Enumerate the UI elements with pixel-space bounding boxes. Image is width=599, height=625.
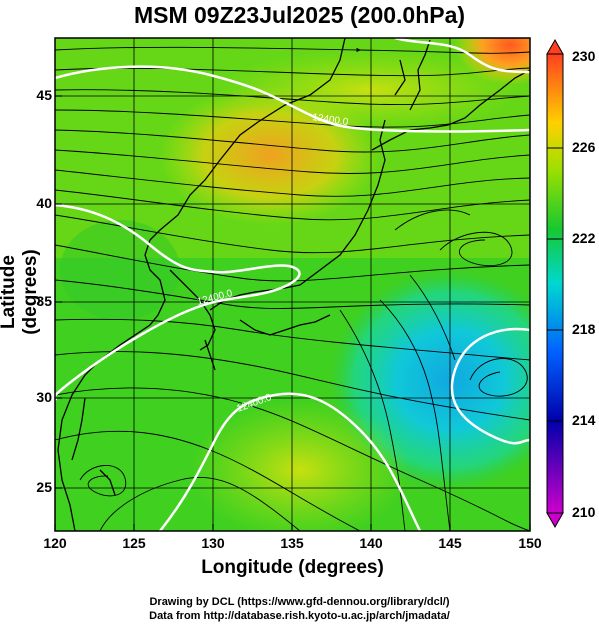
colorbar	[546, 38, 564, 529]
y-tick-label: 35	[36, 293, 52, 309]
colorbar-tick-label: 214	[572, 412, 596, 428]
colorbar-tick-label: 226	[572, 139, 596, 155]
x-axis-label: Longitude (degrees)	[201, 557, 384, 578]
credit-drawing: Drawing by DCL (https://www.gfd-dennou.o…	[149, 596, 450, 608]
x-tick-label: 120	[43, 535, 67, 551]
temperature-field	[55, 38, 530, 531]
x-tick-label: 135	[280, 535, 304, 551]
y-tick-label: 30	[36, 389, 52, 405]
colorbar-tick-label: 222	[572, 230, 596, 246]
chart-title: MSM 09Z23Jul2025 (200.0hPa)	[133, 2, 466, 28]
colorbar-tick-label: 230	[572, 48, 596, 64]
axis-tick-marks	[54, 95, 531, 531]
y-tick-label: 45	[36, 87, 52, 103]
colorbar-tick-label: 210	[572, 504, 596, 520]
y-axis-label: Latitude (degrees)	[0, 249, 41, 335]
x-tick-label: 125	[122, 535, 146, 551]
colorbar-tick-label: 218	[572, 321, 596, 337]
x-tick-label: 140	[359, 535, 383, 551]
x-tick-label: 145	[438, 535, 462, 551]
x-tick-label: 130	[201, 535, 225, 551]
grid-lines	[55, 38, 530, 531]
y-tick-label: 40	[36, 195, 52, 211]
x-tick-label: 150	[518, 535, 542, 551]
credit-data-source: Data from http://database.rish.kyoto-u.a…	[149, 610, 450, 622]
contour-label-1: 12400.0	[312, 112, 350, 128]
geopotential-contours	[55, 38, 530, 531]
y-tick-label: 25	[36, 479, 52, 495]
